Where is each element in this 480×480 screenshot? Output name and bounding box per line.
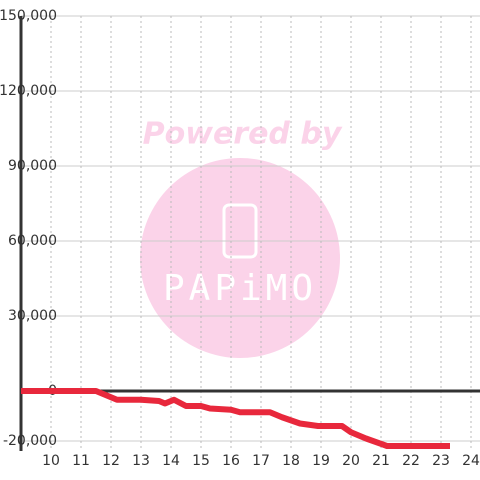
watermark-logo: PAPiMO [163,268,317,309]
x-tick-label: 10 [42,453,60,469]
x-tick-label: 20 [342,453,360,469]
x-tick-label: 16 [222,453,240,469]
x-tick-label: 18 [282,453,300,469]
x-tick-label: 12 [102,453,120,469]
y-tick-label: 60,000 [8,233,57,249]
y-tick-label: 30,000 [8,308,57,324]
y-tick-label: -20,000 [3,433,57,449]
x-tick-label: 22 [402,453,420,469]
y-tick-label: 150,000 [0,8,57,24]
x-tick-label: 17 [252,453,270,469]
line [21,388,450,449]
x-tick-label: 15 [192,453,210,469]
watermark-icon [222,203,258,259]
x-tick-label: 11 [72,453,90,469]
x-tick-label: 21 [372,453,390,469]
y-tick-label: 120,000 [0,83,57,99]
x-tick-label: 19 [312,453,330,469]
y-tick-label: 90,000 [8,158,57,174]
watermark: Powered by PAPiMO [140,117,343,358]
x-tick-label: 23 [432,453,450,469]
x-tick-label: 13 [132,453,150,469]
x-tick-label: 14 [162,453,180,469]
x-tick-label: 24 [462,453,480,469]
watermark-text: Powered by [143,117,343,152]
